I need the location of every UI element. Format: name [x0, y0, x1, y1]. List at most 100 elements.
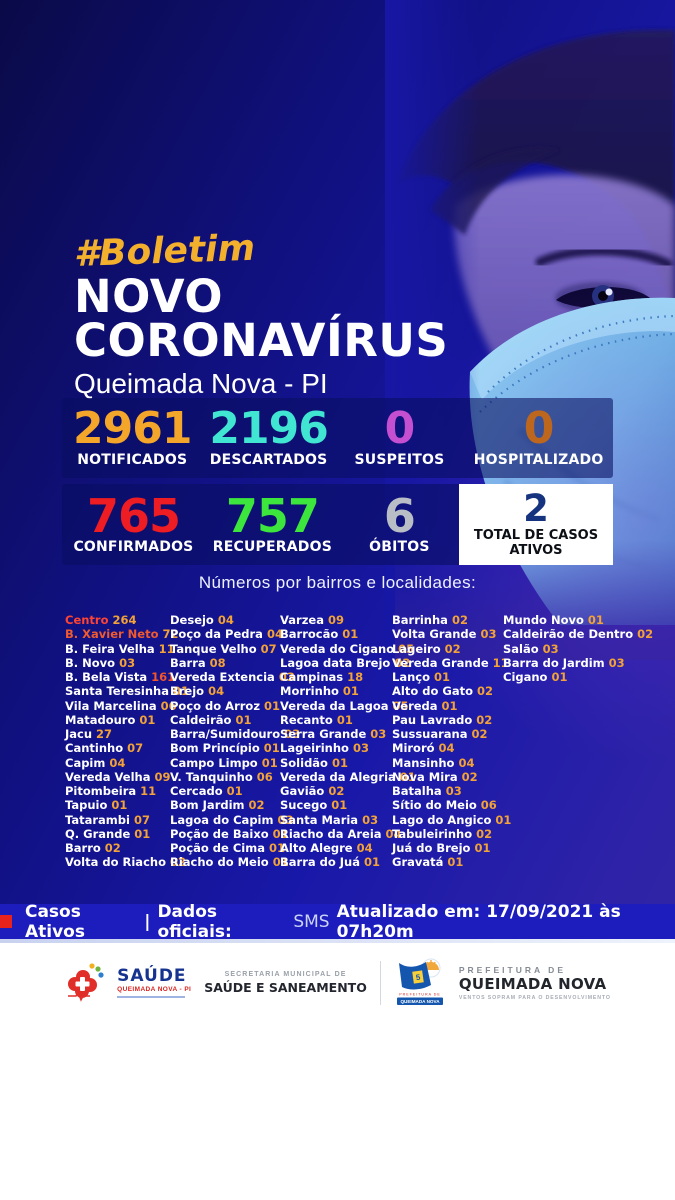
- footer-sms-label: SMS: [293, 911, 330, 932]
- stat-value: 0: [384, 403, 416, 454]
- bairro-row: Bom Princípio 01: [170, 741, 280, 755]
- bairro-name: Barrinha: [392, 613, 448, 627]
- bairro-row: Volta do Riacho 02: [65, 855, 186, 869]
- bairro-name: Brejo: [170, 684, 205, 699]
- bairro-count: 06: [476, 798, 497, 813]
- bairro-row: Miroró 04: [392, 741, 503, 755]
- bairro-row: Capim 04: [65, 756, 170, 770]
- bairro-row: B. Novo 03: [65, 656, 170, 670]
- bairro-row: Bom Jardim 02: [170, 798, 280, 812]
- prefeitura-text: PREFEITURA DE QUEIMADA NOVA VENTOS SOPRA…: [459, 965, 611, 1002]
- bairro-count: 27: [92, 727, 113, 741]
- secretaria-text: SECRETARIA MUNICIPAL DE SAÚDE E SANEAMEN…: [204, 971, 367, 994]
- bairro-row: Vereda do Cigano 05: [280, 642, 414, 656]
- bairros-column: Desejo 04 Poço da Pedra 04 Tanque Velho 07…: [170, 613, 300, 870]
- bairro-count: 01: [338, 627, 359, 642]
- bairro-row: Barrinha 02: [392, 613, 503, 627]
- bairro-name: Juá do Brejo: [392, 841, 471, 855]
- bairro-name: Barra/Sumidouro: [170, 727, 281, 741]
- bairro-count: 01: [327, 798, 348, 813]
- bairro-row: Lageirinho 03: [280, 741, 392, 755]
- bairro-name: Jacu: [65, 727, 93, 741]
- stat-item: 0 HOSPITALIZADO: [464, 398, 613, 478]
- bairro-count: 01: [268, 826, 289, 841]
- bairro-count: 03: [441, 784, 462, 798]
- bairro-count: 01: [547, 670, 568, 684]
- bairro-name: Bom Princípio: [170, 741, 260, 756]
- stat-label: ÓBITOS: [369, 538, 430, 555]
- bairro-row: Vereda Extencia 03: [170, 670, 295, 684]
- bairro-name: Vereda Extencia: [170, 670, 275, 684]
- bairro-count: 02: [165, 855, 186, 870]
- bairro-row: Cercado 01: [170, 784, 280, 798]
- bairro-count: 02: [390, 655, 411, 670]
- bairro-row: Tanque Velho 07: [170, 642, 280, 656]
- bairro-row: Juá do Brejo 01: [392, 841, 503, 855]
- stat-item: 765 CONFIRMADOS: [62, 484, 205, 565]
- bairro-count: 04: [434, 741, 455, 756]
- bairro-row: Sussuarana 02: [392, 727, 503, 741]
- bairro-row: Varzea 09: [280, 613, 392, 627]
- bairro-row: Poço da Pedra 04: [170, 627, 283, 642]
- bairro-count: 01: [264, 841, 285, 855]
- bairro-name: Mansinho: [392, 755, 455, 770]
- bairro-count: 11: [154, 641, 175, 656]
- bairro-row: Barra/Sumidouro 03: [170, 727, 300, 741]
- stat-label: CONFIRMADOS: [73, 538, 194, 555]
- bairro-row: Campo Limpo 01: [170, 756, 280, 770]
- bairro-count: 03: [115, 655, 136, 670]
- active-cases-value: 2: [523, 486, 549, 530]
- footer-divider-strip: [0, 939, 675, 943]
- bairro-count: 04: [454, 755, 475, 770]
- stat-value: 0: [523, 403, 555, 454]
- stat-item: 757 RECUPERADOS: [205, 484, 340, 565]
- bairro-count: 02: [457, 769, 478, 784]
- bairro-name: Lagoa data Brejo: [280, 655, 391, 670]
- bairro-row: Gravatá 01: [392, 855, 503, 869]
- bairro-name: Sussuarana: [392, 727, 468, 741]
- bairro-row: Brejo 04: [170, 684, 280, 698]
- bairro-count: 02: [440, 641, 461, 656]
- stat-item: 0 SUSPEITOS: [335, 398, 464, 478]
- bairro-count: 07: [129, 812, 150, 827]
- bairro-name: Cantinho: [65, 741, 124, 756]
- bairro-row: Vila Marcelina 06: [65, 699, 177, 713]
- bairro-name: Barra do Jardim: [503, 655, 605, 670]
- stat-label: DESCARTADOS: [209, 452, 328, 468]
- bairro-count: 01: [135, 712, 156, 727]
- bairro-name: Santa Maria: [280, 812, 359, 827]
- bairro-name: Barra: [170, 655, 206, 670]
- bairro-name: Gravatá: [392, 855, 444, 870]
- bairro-name: Caldeirão: [170, 712, 232, 727]
- bairro-row: Pau Lavrado 02: [392, 713, 503, 727]
- bairro-name: Sítio do Meio: [392, 798, 477, 813]
- bairro-count: 01: [338, 684, 359, 699]
- bairro-count: 01: [360, 855, 381, 870]
- bairro-name: Bom Jardim: [170, 798, 245, 813]
- bairro-count: 02: [100, 841, 121, 855]
- bairro-count: 01: [268, 855, 289, 870]
- bairro-row: Nova Mira 02: [392, 770, 503, 784]
- bairro-name: Poço da Pedra: [170, 627, 263, 642]
- bairro-row: Vereda da Alegria 01: [280, 770, 416, 784]
- bairro-row: Matadouro 01: [65, 713, 170, 727]
- bairro-row: Lago do Angico 01: [392, 813, 511, 827]
- bairro-name: Centro: [65, 613, 109, 627]
- bairro-name: Caldeirão de Dentro: [503, 627, 634, 642]
- bairro-row: Caldeirão de Dentro 02: [503, 627, 653, 642]
- bairro-count: 01: [107, 798, 128, 813]
- page-subtitle: Queimada Nova - PI: [74, 368, 328, 399]
- bairro-name: Nova Mira: [392, 769, 458, 784]
- bairro-row: Barra do Juá 01: [280, 855, 392, 869]
- stat-value: 757: [225, 488, 320, 543]
- bairro-name: Vereda Velha: [65, 769, 151, 784]
- bairro-row: B. Bela Vista 161: [65, 670, 175, 684]
- bairro-row: Solidão 01: [280, 756, 392, 770]
- bairro-name: Riacho do Meio: [170, 855, 269, 870]
- active-cases-label: TOTAL DE CASOS ATIVOS: [473, 527, 599, 558]
- bairro-row: Barrocão 01: [280, 627, 392, 641]
- bairro-row: Alto Alegre 04: [280, 841, 392, 855]
- bairro-name: Barra do Juá: [280, 855, 360, 870]
- bairros-column: Centro 264 B. Xavier Neto 72 B. Feira Velh…: [65, 613, 189, 870]
